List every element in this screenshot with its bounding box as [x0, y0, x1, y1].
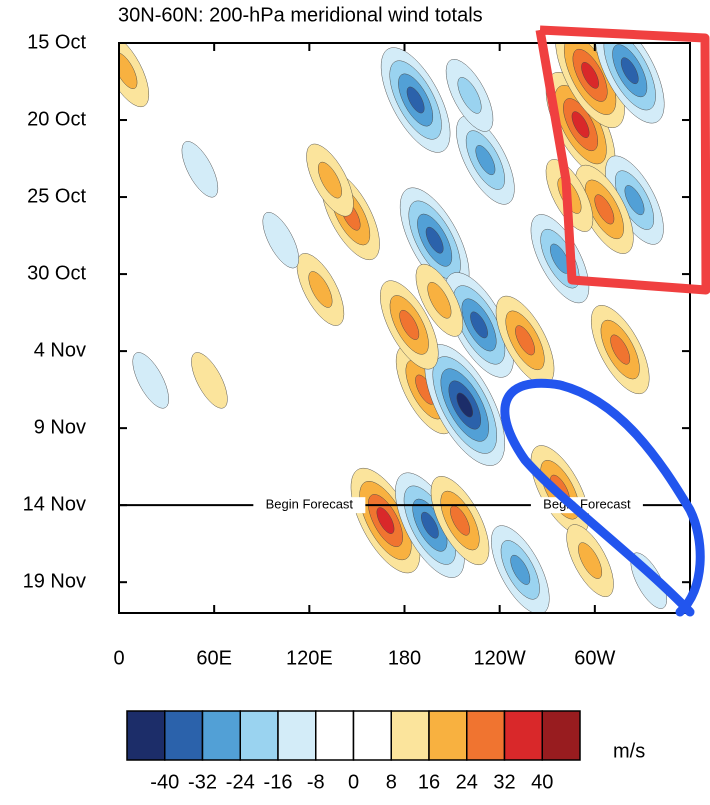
y-tick-label: 9 Nov	[34, 416, 86, 438]
colorbar-label: -16	[264, 771, 293, 793]
x-tick-label: 180	[388, 647, 421, 669]
colorbar-box	[352, 710, 392, 761]
contour-fill	[262, 212, 299, 269]
x-tick-label: 60E	[196, 647, 232, 669]
contour-feature	[491, 525, 550, 613]
contour-feature	[424, 344, 505, 466]
contour-feature	[132, 352, 169, 409]
colorbar-label: 16	[418, 771, 440, 793]
contour-fill	[470, 311, 488, 339]
y-tick-label: 19 Nov	[23, 570, 86, 592]
contour-feature	[445, 59, 494, 132]
contour-feature	[555, 43, 625, 128]
y-tick-label: 25 Oct	[27, 185, 86, 207]
contour-fill	[421, 511, 439, 539]
contour-fill	[406, 86, 425, 114]
contour-fill	[427, 282, 452, 319]
colorbar-box	[277, 710, 317, 761]
contour-feature	[591, 305, 650, 395]
contour-fill	[308, 271, 333, 308]
colorbar-box	[126, 710, 166, 761]
x-tick-label: 60W	[574, 647, 615, 669]
colorbar-label: -40	[150, 771, 179, 793]
field	[119, 43, 690, 613]
contour-fill	[578, 542, 603, 579]
x-tick-label: 0	[113, 647, 124, 669]
colorbar-label: -8	[307, 771, 325, 793]
contour-fill	[624, 185, 645, 216]
contour-fill	[132, 352, 169, 409]
overlay: 15 Oct 20 Oct 25 Oct 30 Oct 4 Nov 9 Nov 14 Nov…	[23, 31, 691, 669]
colorbar-label: 40	[531, 771, 553, 793]
colorbar-box	[315, 710, 355, 761]
colorbar-box	[541, 710, 581, 761]
contour-fill	[571, 111, 590, 138]
contour-feature	[444, 272, 514, 378]
contour-feature	[350, 467, 421, 574]
contour-feature	[262, 212, 299, 269]
contour-fill	[318, 161, 342, 199]
y-tick-label: 20 Oct	[27, 108, 86, 130]
colorbar-label: 8	[386, 771, 397, 793]
colorbar-label: 0	[348, 771, 359, 793]
contour-fill	[475, 145, 496, 176]
colorbar-box	[466, 710, 506, 761]
contour-feature	[380, 47, 451, 153]
contour-feature	[595, 43, 665, 124]
contour-fill	[457, 77, 482, 114]
colorbar-box	[201, 710, 241, 761]
contour-fill	[610, 334, 631, 365]
contour-fill	[620, 57, 639, 85]
forecast-label-bg	[530, 497, 643, 514]
contour-fill	[191, 352, 228, 409]
colorbar-box	[164, 710, 204, 761]
x-tick-label: 120W	[474, 647, 526, 669]
contour-feature	[605, 155, 664, 245]
forecast-label: Begin Forecast	[266, 497, 354, 512]
contour-fill	[515, 325, 535, 356]
contour-fill	[581, 62, 599, 89]
colorbar-unit: m/s	[613, 740, 645, 762]
contour-fill	[425, 226, 444, 254]
contour-feature	[191, 352, 228, 409]
contour-fill	[376, 507, 395, 534]
contour-feature	[380, 280, 439, 370]
colorbar-label: 24	[456, 771, 478, 793]
colorbar-label: 32	[493, 771, 515, 793]
blue-annotation	[500, 378, 705, 617]
forecast-label: Begin Forecast	[543, 497, 631, 512]
contour-feature	[566, 524, 614, 597]
y-tick-label: 30 Oct	[27, 262, 86, 284]
contour-feature	[415, 263, 464, 337]
contour-fill	[456, 392, 473, 418]
colorbar-label: -24	[226, 771, 255, 793]
contour-feature	[456, 115, 515, 205]
contour-feature	[306, 143, 354, 217]
contour-feature	[296, 253, 345, 326]
contour-feature	[399, 187, 470, 293]
colorbar-box	[428, 710, 468, 761]
contour-fill	[181, 141, 219, 198]
contour-fill	[510, 554, 531, 585]
contour-feature	[495, 295, 555, 385]
y-tick-label: 4 Nov	[34, 339, 86, 361]
colorbar-box	[390, 710, 430, 761]
contour-feature	[181, 141, 219, 198]
colorbar-label: -32	[188, 771, 217, 793]
contour-fill	[399, 309, 420, 340]
red-annotation	[535, 25, 710, 295]
colorbar-box	[239, 710, 279, 761]
chart-title: 30N-60N: 200-hPa meridional wind totals	[118, 4, 483, 26]
y-tick-label: 14 Nov	[23, 493, 86, 515]
y-tick-label: 15 Oct	[27, 31, 86, 53]
x-tick-label: 120E	[286, 647, 333, 669]
forecast-label-bg	[253, 497, 366, 514]
colorbar-box	[503, 710, 543, 761]
contour-fill	[594, 194, 615, 225]
